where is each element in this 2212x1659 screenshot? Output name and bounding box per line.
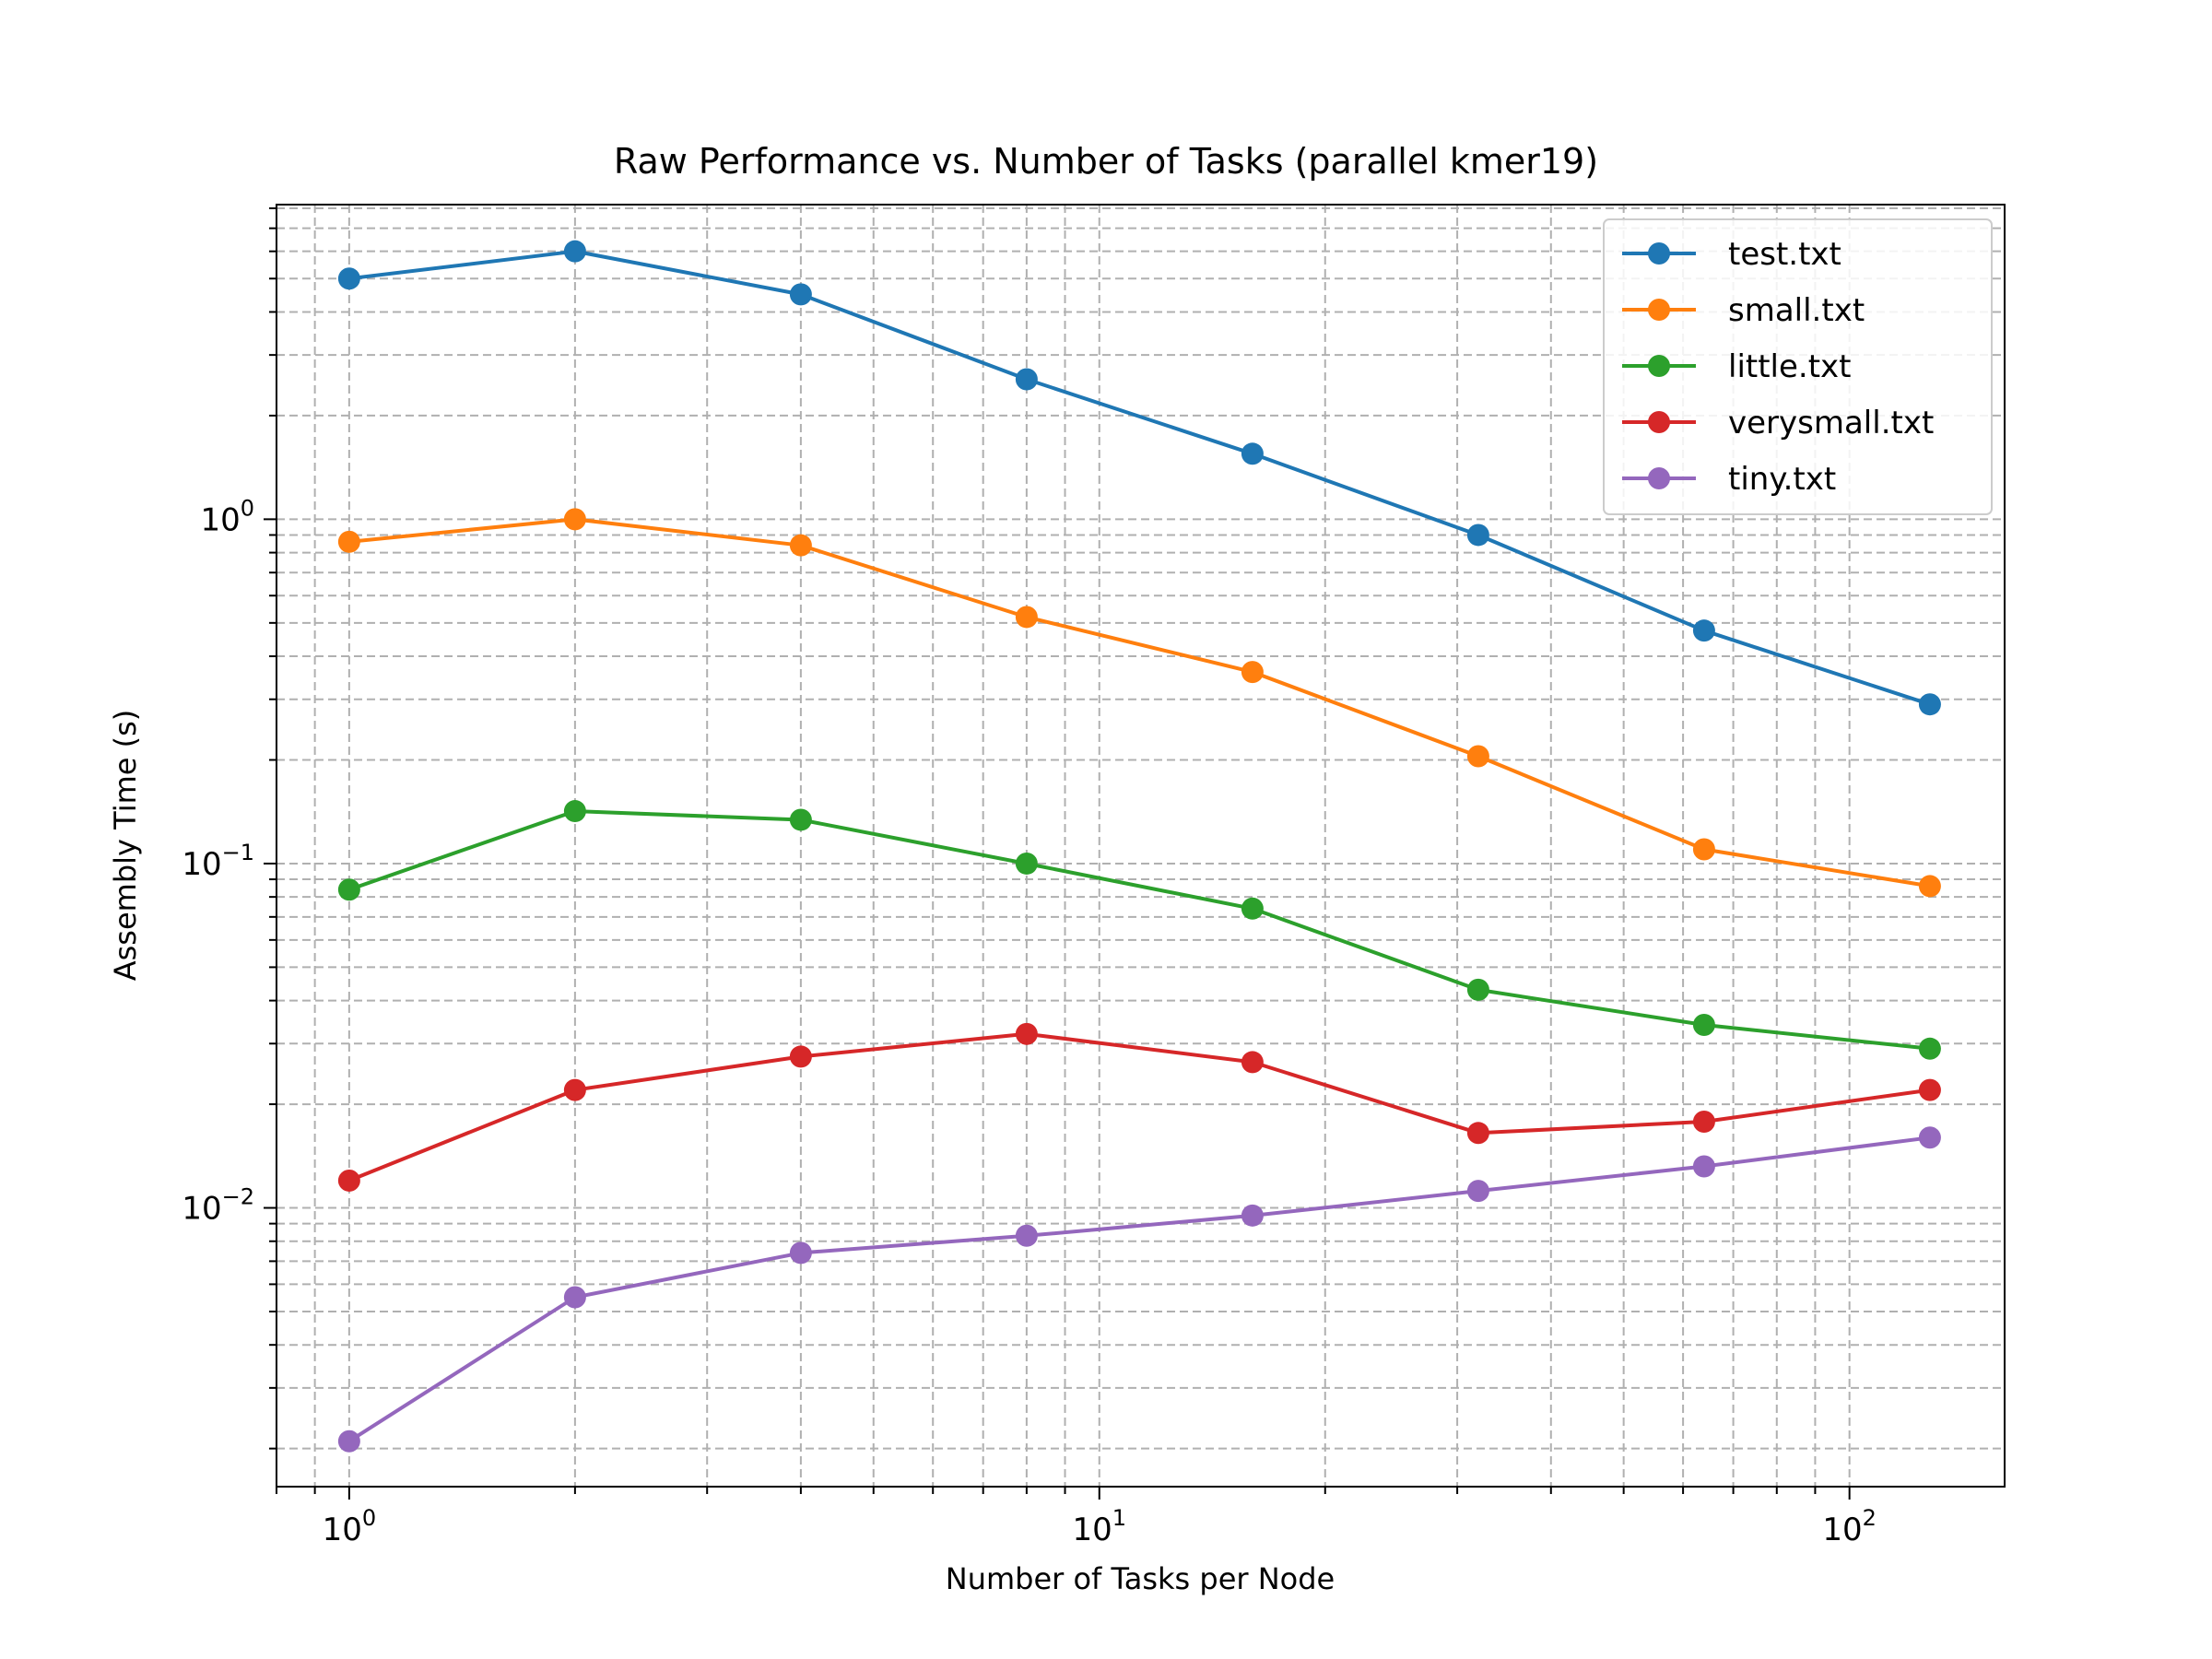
- data-point: [563, 240, 586, 263]
- y-tick-label: 100: [200, 495, 254, 538]
- data-point: [789, 534, 812, 557]
- y-tick-label: 10−2: [182, 1184, 254, 1228]
- data-point: [1918, 693, 1941, 716]
- legend-item: tiny.txt: [1622, 461, 1836, 498]
- data-point: [1466, 1180, 1489, 1203]
- data-point: [563, 508, 586, 531]
- series-line: [348, 249, 1931, 707]
- legend-marker: [1648, 411, 1670, 433]
- data-point: [1015, 606, 1038, 629]
- x-axis-label: Number of Tasks per Node: [946, 1561, 1335, 1596]
- x-tick-label: 102: [1822, 1505, 1877, 1548]
- data-point: [1918, 1078, 1941, 1101]
- data-point: [1466, 1122, 1489, 1145]
- legend-label: tiny.txt: [1728, 461, 1836, 498]
- data-point: [337, 1430, 360, 1453]
- data-point: [1466, 745, 1489, 768]
- x-tick-label: 101: [1072, 1505, 1126, 1548]
- data-point: [1692, 1155, 1715, 1178]
- data-point: [1692, 619, 1715, 642]
- legend-item: small.txt: [1622, 292, 1865, 329]
- data-point: [1466, 524, 1489, 547]
- legend-item: verysmall.txt: [1622, 405, 1934, 441]
- data-point: [337, 267, 360, 290]
- data-point: [789, 1045, 812, 1068]
- data-point: [563, 1286, 586, 1309]
- ticks: 100 101 102 10−2 10−1 100: [182, 207, 1877, 1548]
- legend-item: little.txt: [1622, 348, 1852, 385]
- data-point: [1015, 1224, 1038, 1247]
- series-line: [348, 517, 1931, 888]
- data-point: [1918, 1037, 1941, 1060]
- legend-label: small.txt: [1728, 292, 1865, 329]
- legend-marker: [1648, 467, 1670, 489]
- grid: [276, 205, 2005, 1487]
- legend-marker: [1648, 355, 1670, 377]
- data-point: [1241, 661, 1264, 684]
- legend-marker: [1648, 299, 1670, 321]
- legend-label: verysmall.txt: [1728, 405, 1934, 441]
- data-point: [1015, 368, 1038, 391]
- data-point: [1918, 875, 1941, 898]
- x-tick-label: 100: [323, 1505, 377, 1548]
- legend: test.txt small.txt little.txt verysmall.txt…: [1603, 218, 1993, 515]
- plot-frame: [276, 204, 2006, 1488]
- data-point: [337, 878, 360, 901]
- data-point: [563, 800, 586, 823]
- y-tick-label: 10−1: [182, 840, 254, 883]
- data-point: [1015, 852, 1038, 875]
- series-little-txt: [337, 800, 1941, 1060]
- data-point: [1692, 838, 1715, 861]
- data-point: [563, 1078, 586, 1101]
- plot-area: 100 101 102 10−2 10−1 100: [182, 204, 2006, 1548]
- series-test-txt: [337, 240, 1941, 716]
- data-point: [1466, 978, 1489, 1001]
- series-line: [348, 809, 1931, 1051]
- legend-label: test.txt: [1728, 236, 1841, 273]
- series-line: [348, 1031, 1931, 1182]
- data-point: [1241, 897, 1264, 920]
- data-point: [789, 1241, 812, 1265]
- data-point: [337, 1169, 360, 1192]
- data-point: [1918, 1126, 1941, 1149]
- chart-title: Raw Performance vs. Number of Tasks (par…: [614, 141, 1598, 182]
- series-small-txt: [337, 508, 1941, 898]
- data-point: [789, 808, 812, 831]
- series-group: [337, 240, 1941, 1453]
- data-point: [1015, 1022, 1038, 1045]
- data-point: [789, 283, 812, 306]
- data-point: [1692, 1013, 1715, 1036]
- legend-item: test.txt: [1622, 236, 1841, 273]
- data-point: [1241, 1051, 1264, 1074]
- legend-marker: [1648, 242, 1670, 265]
- legend-box: [1603, 218, 1993, 515]
- y-axis-label: Assembly Time (s): [108, 710, 143, 982]
- legend-label: little.txt: [1728, 348, 1852, 385]
- data-point: [1692, 1110, 1715, 1133]
- series-verysmall-txt: [337, 1022, 1941, 1192]
- data-point: [337, 530, 360, 553]
- series-tiny-txt: [337, 1126, 1941, 1453]
- series-line: [347, 1135, 1931, 1443]
- data-point: [1241, 442, 1264, 465]
- data-point: [1241, 1204, 1264, 1227]
